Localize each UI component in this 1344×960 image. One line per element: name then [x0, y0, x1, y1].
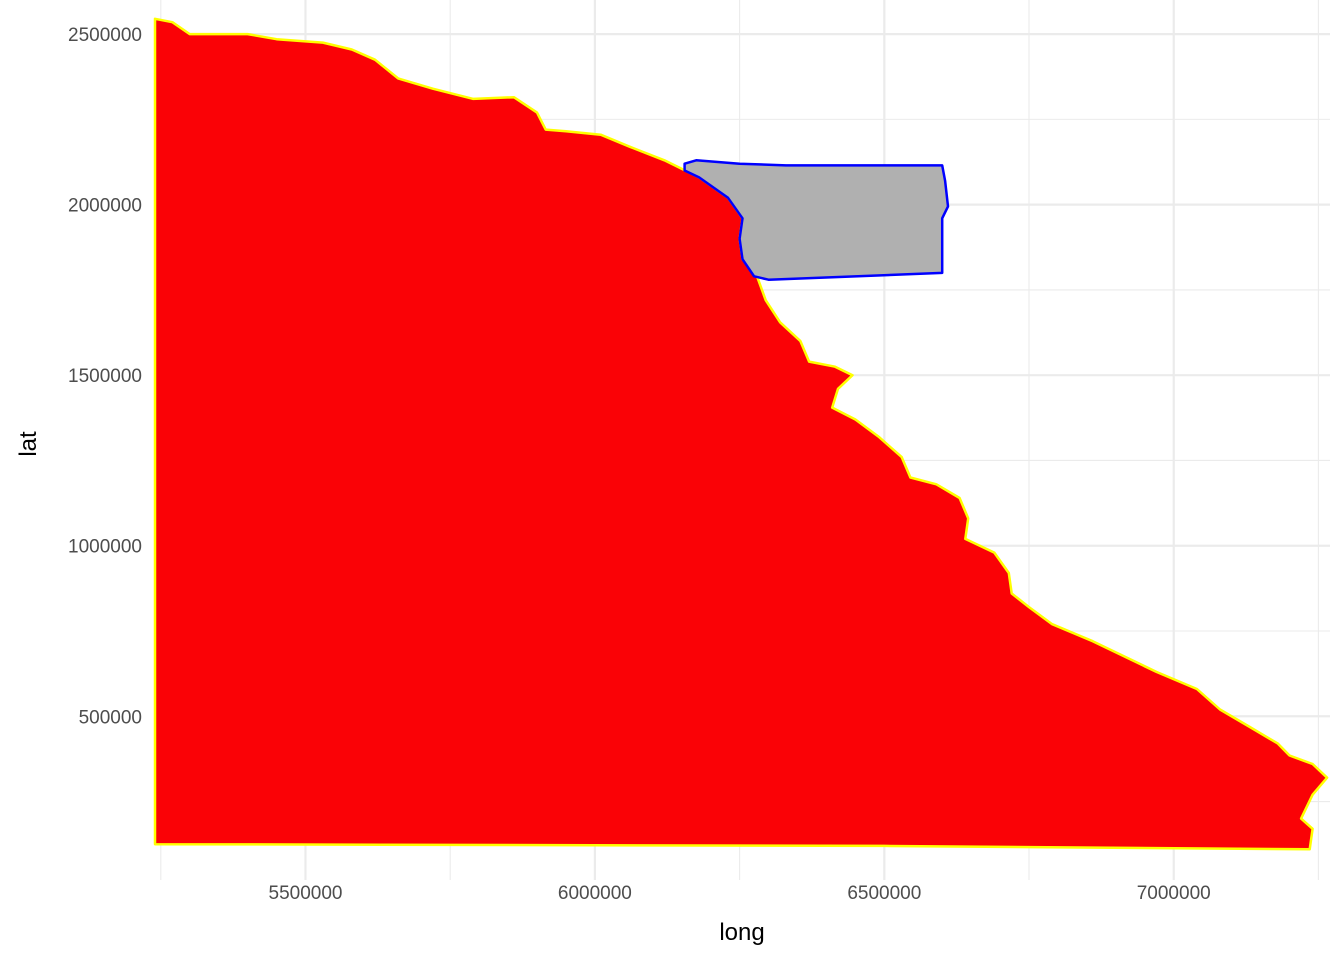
y-tick-label: 1000000 — [68, 537, 142, 558]
region-polygon-grey — [683, 159, 950, 281]
y-axis-tick-labels: 500000 1000000 1500000 2000000 2500000 — [68, 25, 142, 728]
region-polygon-red — [153, 17, 1329, 851]
y-tick-label: 2500000 — [68, 25, 142, 46]
x-axis-title: long — [719, 919, 764, 946]
y-tick-label: 2000000 — [68, 196, 142, 217]
map-polygons — [153, 17, 1329, 851]
x-tick-label: 7000000 — [1137, 883, 1211, 904]
x-axis-tick-labels: 5500000 6000000 6500000 7000000 — [269, 883, 1211, 904]
y-tick-label: 1500000 — [68, 366, 142, 387]
y-tick-label: 500000 — [79, 707, 142, 728]
x-tick-label: 6500000 — [847, 883, 921, 904]
y-axis-title: lat — [15, 431, 42, 457]
x-tick-label: 6000000 — [558, 883, 632, 904]
x-tick-label: 5500000 — [269, 883, 343, 904]
